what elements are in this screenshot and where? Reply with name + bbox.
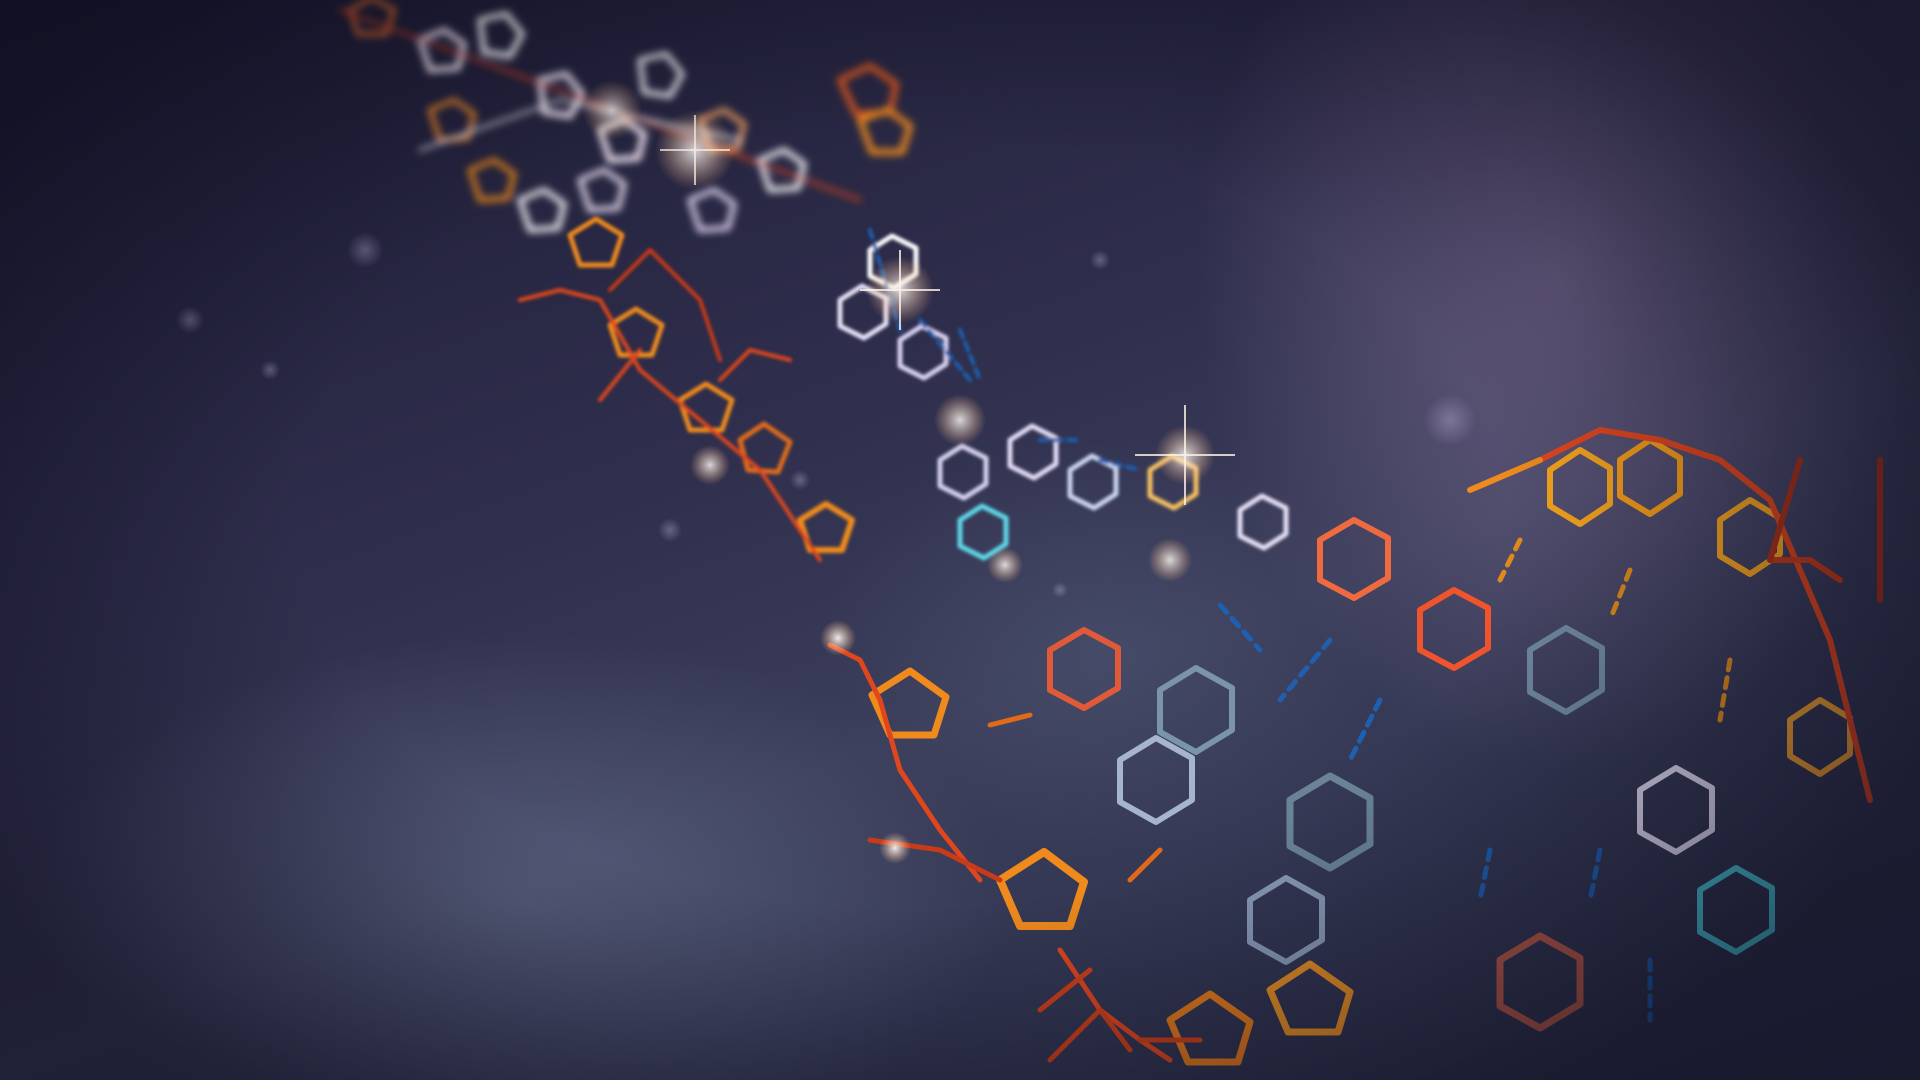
dust-particles <box>176 232 1476 598</box>
near-strand <box>827 427 1883 1066</box>
